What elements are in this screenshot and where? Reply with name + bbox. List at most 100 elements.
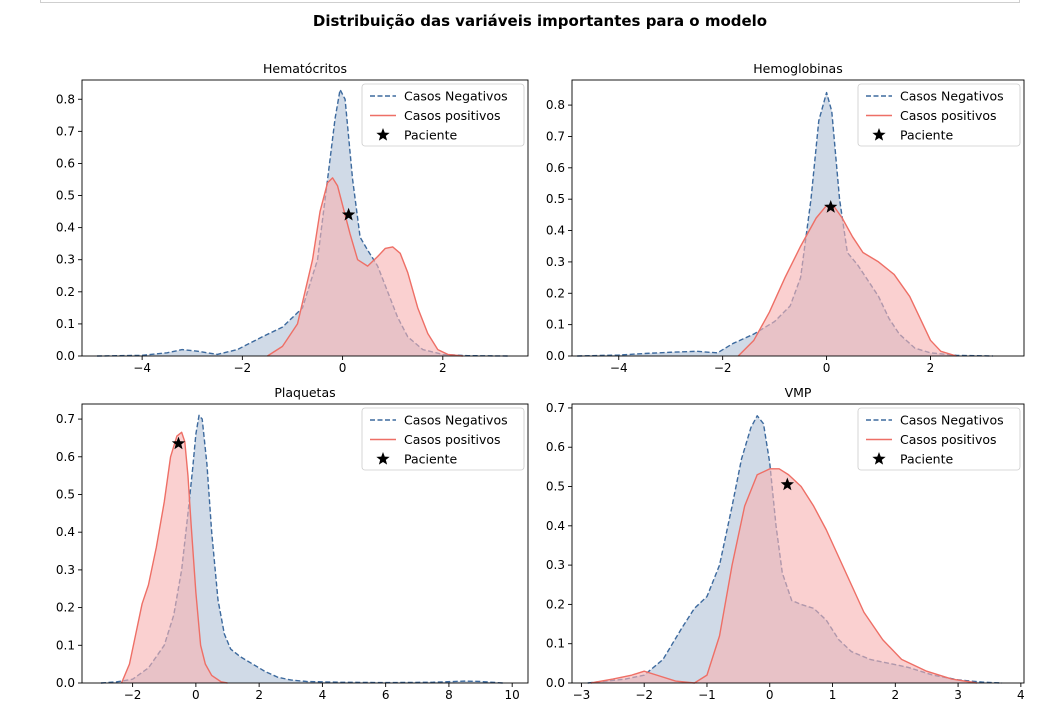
y-tick-label: 0.7 [546,129,565,143]
y-tick: 0.3 [546,558,572,572]
y-tick-label: 0.3 [546,255,565,269]
legend-star-swatch [872,128,886,141]
x-tick-label: 2 [891,688,899,702]
y-tick-label: 0.7 [546,401,565,415]
legend-star-swatch [376,128,390,141]
y-tick: 0.0 [56,676,82,690]
x-tick: 0 [823,356,831,375]
positive-area [738,205,957,356]
axes-frame [81,403,529,684]
x-tick-label: −2 [714,361,732,375]
x-tick-label: 2 [439,361,447,375]
legend-label-pac: Paciente [404,128,457,143]
axes-frame [81,79,529,357]
subplot-title: VMP [785,385,812,400]
x-tick-label: 10 [505,688,520,702]
y-tick-label: 0.5 [546,480,565,494]
patient-star [824,200,838,213]
x-tick-label: 8 [445,688,453,702]
subplot-3: Plaquetas 0.0 0.1 0.2 0.3 0.4 0.5 0.6 0.7 −2 0 2 4 6 8… [56,385,529,702]
y-tick: 0.5 [56,487,82,501]
y-tick-label: 0.2 [546,286,565,300]
legend-box [361,83,525,147]
y-tick-label: 0.1 [546,318,565,332]
x-tick-label: 2 [927,361,935,375]
positive-area [590,468,977,683]
legend-label-pos: Casos positivos [404,108,501,123]
x-tick-label: 3 [954,688,962,702]
negative-area [587,415,1003,683]
y-tick: 0.2 [56,601,82,615]
y-tick-label: 0.6 [546,161,565,175]
legend-label-pos: Casos positivos [900,108,997,123]
y-tick: 0.4 [546,224,572,238]
subplot-1: Hematócritos 0.0 0.1 0.2 0.3 0.4 0.5 0.6 0.7 0.8 −… [56,61,529,375]
legend-label-neg: Casos Negativos [900,89,1004,104]
y-tick: 0.7 [56,124,82,138]
y-tick-label: 0.8 [56,92,75,106]
legend-box [857,407,1021,471]
x-tick: 0 [192,683,200,702]
legend-label-pac: Paciente [900,128,953,143]
positive-area [121,432,228,683]
y-tick: 0.3 [546,255,572,269]
y-tick: 0.3 [56,253,82,267]
patient-star [780,477,794,491]
y-tick: 0.7 [546,129,572,143]
x-tick: −2 [635,683,653,702]
y-tick: 0.6 [546,440,572,454]
legend-box [857,83,1021,147]
x-tick: 0 [766,683,774,702]
x-tick: 10 [505,683,520,702]
legend-star-swatch [872,452,886,465]
y-tick: 0.8 [546,98,572,112]
x-tick: −2 [124,683,141,702]
y-tick-label: 0.7 [56,412,75,426]
y-tick-label: 0.6 [56,156,75,170]
axes-frame [571,403,1025,684]
positive-area [267,177,463,356]
axes-frame [571,79,1025,357]
figure-title: Distribuição das variáveis importantes p… [312,12,768,30]
x-tick-label: −3 [573,688,591,702]
x-tick: −2 [234,356,251,375]
y-tick: 0.1 [56,638,82,652]
legend-label-neg: Casos Negativos [404,413,508,428]
x-tick: 6 [382,683,390,702]
y-tick: 0.3 [56,563,82,577]
y-tick: 0.2 [56,285,82,299]
x-tick-label: 0 [339,361,347,375]
y-tick-label: 0.1 [56,638,75,652]
x-tick-label: 0 [823,361,831,375]
y-tick: 0.8 [56,92,82,106]
y-tick-label: 0.3 [546,558,565,572]
y-tick-label: 0.4 [56,525,75,539]
y-tick-label: 0.0 [56,676,75,690]
x-tick-label: 6 [382,688,390,702]
y-tick: 0.6 [56,450,82,464]
patient-star [171,436,186,450]
y-tick: 0.7 [56,412,82,426]
y-tick-label: 0.0 [546,676,565,690]
y-tick: 0.5 [56,189,82,203]
y-tick-label: 0.3 [56,253,75,267]
y-tick-label: 0.8 [546,98,565,112]
positive-line [267,177,463,357]
x-tick-label: −4 [133,361,151,375]
x-tick-label: 0 [766,688,774,702]
subplot-title: Plaquetas [274,385,335,400]
y-tick-label: 0.0 [546,349,565,363]
x-tick: 2 [927,356,935,375]
x-tick: 2 [255,683,263,702]
legend: Casos Negativos Casos positivos Paciente [857,83,1021,147]
y-tick: 0.6 [546,161,572,175]
y-tick-label: 0.1 [56,317,75,331]
y-tick-label: 0.4 [546,224,565,238]
x-tick: −4 [610,356,628,375]
subplot-title: Hematócritos [263,61,347,76]
positive-line [590,468,978,684]
y-tick: 0.0 [546,349,572,363]
x-tick-label: 4 [1017,688,1025,702]
y-tick-label: 0.4 [546,519,565,533]
